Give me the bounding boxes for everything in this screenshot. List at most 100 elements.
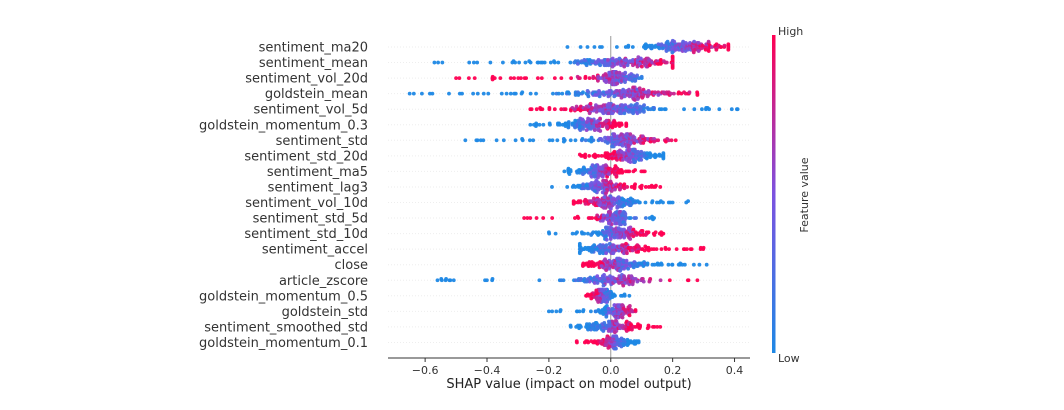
shap-point	[575, 62, 580, 66]
shap-point	[573, 200, 578, 205]
shap-point	[661, 151, 666, 156]
shap-point	[471, 60, 476, 65]
shap-point	[589, 199, 594, 204]
shap-point	[589, 249, 594, 254]
shap-point	[577, 152, 582, 157]
shap-point	[622, 182, 627, 187]
shap-point	[599, 76, 603, 80]
shap-point	[520, 137, 525, 141]
shap-point	[628, 237, 633, 241]
shap-point	[622, 266, 626, 271]
shap-point	[579, 277, 583, 281]
shap-point	[717, 107, 722, 112]
shap-point	[659, 107, 664, 112]
shap-point	[612, 149, 617, 154]
shap-point	[596, 187, 601, 192]
shap-point	[584, 128, 589, 133]
shap-point	[560, 91, 565, 96]
shap-point	[420, 91, 424, 96]
shap-point	[588, 216, 593, 220]
shap-point	[582, 170, 587, 175]
shap-point	[606, 111, 611, 116]
shap-point	[600, 45, 604, 49]
shap-point	[726, 42, 731, 47]
shap-point	[605, 213, 610, 218]
shap-point	[610, 56, 615, 61]
shap-point	[552, 76, 557, 80]
shap-point	[427, 91, 432, 96]
shap-point	[512, 76, 516, 80]
shap-point	[537, 122, 542, 127]
shap-point	[591, 244, 595, 249]
shap-point	[513, 91, 518, 96]
feature-label: sentiment_vol_5d	[254, 103, 369, 118]
shap-point	[594, 327, 599, 332]
shap-point	[659, 42, 664, 47]
shap-point	[729, 107, 734, 112]
shap-point	[658, 278, 663, 283]
shap-point	[628, 322, 633, 327]
shap-point	[632, 160, 637, 164]
shap-point	[614, 221, 619, 226]
shap-point	[610, 111, 615, 116]
shap-point	[624, 121, 629, 126]
shap-point	[550, 216, 555, 220]
shap-point	[562, 169, 567, 174]
shap-point	[601, 283, 606, 288]
shap-point	[664, 139, 668, 144]
shap-point	[598, 310, 603, 315]
shap-point	[599, 91, 604, 96]
shap-point	[595, 261, 600, 266]
shap-point	[673, 138, 678, 143]
shap-point	[666, 138, 671, 143]
shap-point	[666, 262, 671, 267]
shap-point	[565, 185, 570, 189]
shap-point	[556, 60, 561, 65]
shap-point	[605, 336, 609, 341]
shap-point	[411, 91, 416, 96]
shap-point	[583, 155, 588, 160]
x-tick-label: −0.6	[412, 364, 439, 377]
shap-point	[619, 121, 624, 126]
shap-point	[581, 182, 586, 187]
shap-point	[581, 90, 585, 95]
shap-point	[528, 91, 533, 96]
shap-point	[622, 64, 627, 69]
shap-point	[499, 91, 504, 96]
shap-point	[536, 76, 540, 80]
shap-point	[614, 174, 619, 179]
shap-point	[658, 57, 663, 62]
shap-point	[584, 279, 589, 284]
shap-point	[655, 325, 660, 329]
shap-point	[674, 247, 679, 252]
shap-point	[604, 80, 608, 85]
feature-label: goldstein_momentum_0.3	[199, 118, 368, 133]
shap-point	[719, 45, 724, 49]
shap-point	[597, 137, 602, 141]
shap-point	[561, 137, 566, 141]
shap-point	[578, 323, 582, 328]
shap-point	[648, 155, 653, 160]
shap-point	[640, 229, 645, 233]
feature-label: sentiment_accel	[262, 243, 368, 258]
shap-point	[568, 138, 573, 143]
shap-point	[631, 57, 635, 62]
shap-point	[586, 327, 590, 332]
shap-point	[541, 216, 546, 220]
shap-point	[490, 277, 495, 281]
shap-point	[667, 247, 671, 252]
shap-point	[645, 151, 649, 156]
shap-point	[620, 303, 625, 308]
shap-point	[597, 203, 602, 208]
shap-point	[563, 124, 568, 128]
shap-point	[735, 107, 740, 112]
shap-point	[589, 135, 594, 140]
x-tick-label: 0.0	[602, 364, 620, 377]
shap-point	[606, 63, 611, 68]
x-tick-label: −0.2	[536, 364, 563, 377]
shap-point	[722, 43, 727, 48]
shap-point	[610, 306, 615, 311]
shap-point	[635, 73, 639, 78]
shap-point	[607, 80, 612, 85]
